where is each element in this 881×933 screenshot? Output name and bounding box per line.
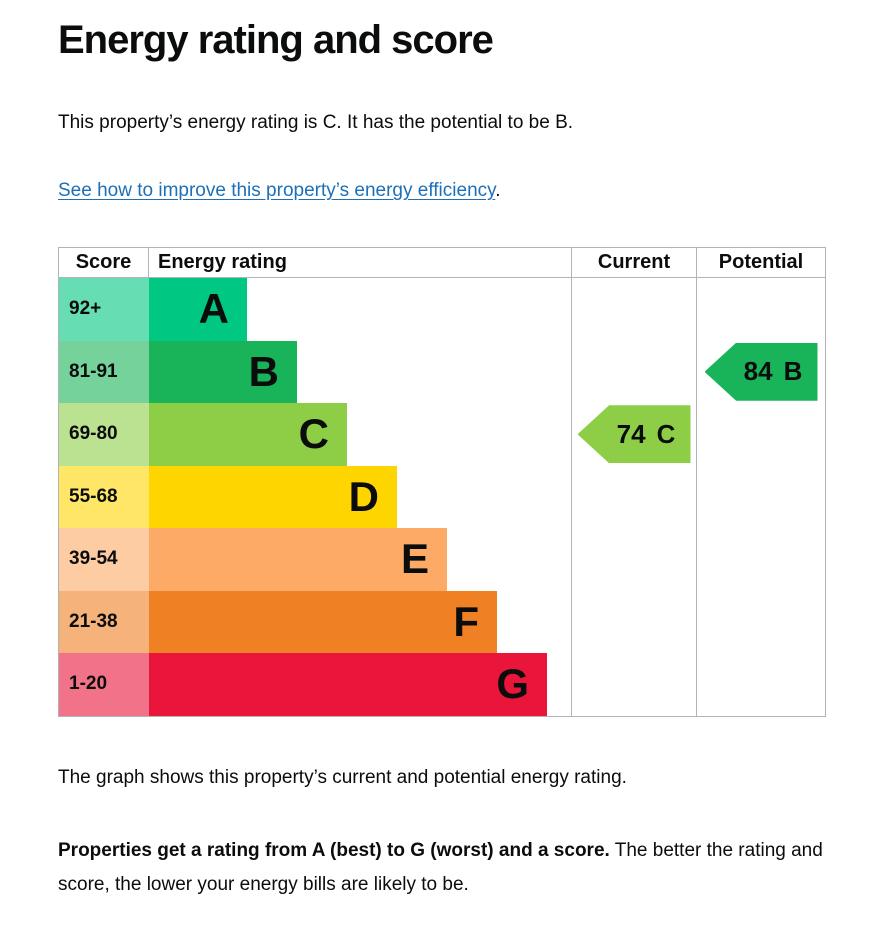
rating-row-G: 1-20 G (59, 653, 825, 716)
rating-row-E: 39-54 E (59, 528, 825, 591)
band-letter-G: G (496, 660, 529, 708)
current-cell-F (571, 590, 696, 653)
rating-cell-G: G (149, 653, 571, 716)
rating-cell-C: C (149, 403, 571, 466)
improve-efficiency-link[interactable]: See how to improve this property’s energ… (58, 180, 496, 201)
potential-rating-letter: B (783, 356, 803, 387)
page: Energy rating and score This property’s … (0, 16, 881, 922)
score-range-B: 81-91 (59, 340, 149, 403)
current-score-value: 74 (616, 418, 646, 449)
band-letter-E: E (400, 535, 429, 583)
rating-cell-E: E (149, 528, 571, 591)
link-period: . (495, 180, 501, 201)
current-cell-G (571, 653, 696, 716)
current-cell-B (571, 340, 696, 403)
current-cell-C: 74 C (571, 403, 696, 466)
column-header-score: Score (59, 248, 149, 277)
rating-cell-F: F (149, 590, 571, 653)
rating-band-G: G (149, 653, 547, 716)
potential-score-value: 84 (743, 356, 773, 387)
energy-rating-table: Score Energy rating Current Potential 92… (58, 247, 826, 717)
footer-note-bold: Properties get a rating from A (best) to… (58, 839, 610, 861)
column-header-current: Current (571, 248, 696, 277)
intro-text: This property’s energy rating is C. It h… (58, 112, 574, 133)
rating-band-C: C (149, 403, 347, 466)
score-range-C: 69-80 (59, 403, 149, 466)
rating-row-D: 55-68 D (59, 465, 825, 528)
current-cell-A (571, 278, 696, 341)
page-title: Energy rating and score (58, 18, 494, 62)
footer-note: Properties get a rating from A (best) to… (58, 834, 823, 902)
rating-band-D: D (149, 465, 397, 528)
rating-band-E: E (149, 528, 447, 591)
rating-row-A: 92+ A (59, 278, 825, 341)
column-header-potential: Potential (696, 248, 825, 277)
rating-cell-B: B (149, 340, 571, 403)
current-cell-E (571, 528, 696, 591)
band-letter-D: D (348, 472, 379, 520)
potential-cell-A (696, 278, 825, 341)
band-letter-C: C (298, 410, 329, 458)
improvement-paragraph: See how to improve this property’s energ… (58, 178, 827, 203)
graph-caption: The graph shows this property’s current … (58, 766, 627, 788)
rating-band-F: F (149, 590, 497, 653)
table-header-row: Score Energy rating Current Potential (59, 248, 825, 278)
score-range-F: 21-38 (59, 590, 149, 653)
score-range-E: 39-54 (59, 528, 149, 591)
rating-band-A: A (149, 278, 247, 341)
rating-row-C: 69-80 C 74 C (59, 403, 825, 466)
score-range-D: 55-68 (59, 465, 149, 528)
band-letter-B: B (248, 347, 279, 395)
rating-band-B: B (149, 340, 297, 403)
rating-row-B: 81-91 B 84 B (59, 340, 825, 403)
current-rating-letter: C (656, 418, 676, 449)
band-letter-F: F (453, 597, 479, 645)
rating-cell-A: A (149, 278, 571, 341)
column-header-energy-rating: Energy rating (158, 251, 287, 273)
rating-cell-D: D (149, 465, 571, 528)
rating-rows: 92+ A 81-91 B 84 B 69-80 C 74 C 55-68 D 39-54 E 21-38 F… (59, 278, 825, 716)
band-letter-A: A (198, 285, 229, 333)
potential-cell-G (696, 653, 825, 716)
current-cell-D (571, 465, 696, 528)
current-rating-arrow: 74 C (577, 405, 691, 464)
potential-cell-E (696, 528, 825, 591)
potential-cell-C (696, 403, 825, 466)
score-range-A: 92+ (59, 278, 149, 341)
potential-cell-B: 84 B (696, 340, 825, 403)
potential-rating-arrow: 84 B (704, 342, 818, 401)
score-range-G: 1-20 (59, 653, 149, 716)
potential-cell-D (696, 465, 825, 528)
footer-note-rest: The better the rating and score, the low… (58, 839, 823, 895)
potential-cell-F (696, 590, 825, 653)
rating-row-F: 21-38 F (59, 590, 825, 653)
